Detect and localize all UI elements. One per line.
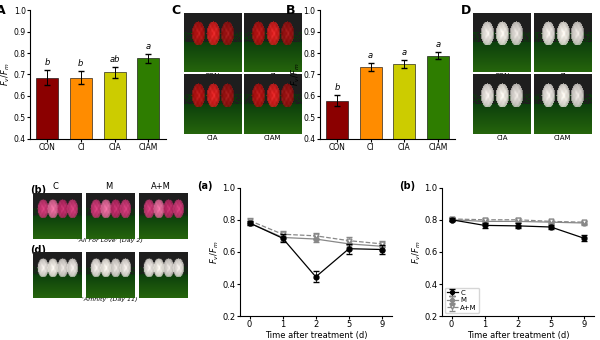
Text: (d): (d) (30, 245, 46, 255)
X-axis label: Time after treatment (d): Time after treatment (d) (467, 331, 569, 340)
Text: b: b (334, 84, 340, 92)
Bar (104, 72, 125, 224)
Y-axis label: $F_v/F_m$: $F_v/F_m$ (0, 63, 13, 86)
Text: A: A (0, 4, 6, 17)
Text: (a): (a) (197, 181, 212, 191)
Text: CI: CI (559, 73, 566, 79)
Text: 'Affinity' (Day 11): 'Affinity' (Day 11) (82, 297, 138, 302)
Y-axis label: $F_v/F_m$: $F_v/F_m$ (410, 240, 423, 264)
Text: (b): (b) (30, 185, 46, 195)
Legend: C, M, A+M: C, M, A+M (445, 288, 479, 313)
Text: b: b (78, 59, 83, 68)
Text: CON: CON (494, 73, 510, 79)
Text: a: a (436, 40, 441, 49)
Text: a: a (402, 48, 407, 57)
Text: b: b (44, 58, 50, 67)
Text: CIA: CIA (207, 135, 218, 141)
Text: 'All For Love' (Day 2): 'All For Love' (Day 2) (77, 238, 143, 243)
Text: CI: CI (269, 73, 276, 79)
Text: (b): (b) (399, 181, 415, 191)
Bar (326, 101, 348, 224)
Bar (394, 64, 415, 224)
Text: A+M: A+M (151, 182, 171, 191)
Bar (70, 78, 92, 224)
Y-axis label: $F_v/F_m$: $F_v/F_m$ (208, 240, 221, 264)
Text: C: C (53, 182, 59, 191)
X-axis label: Time after treatment (d): Time after treatment (d) (265, 331, 367, 340)
Text: CIAM: CIAM (264, 135, 281, 141)
Bar (359, 67, 382, 224)
Bar (137, 58, 160, 224)
Text: D: D (461, 4, 471, 17)
Bar (36, 78, 58, 224)
Text: a: a (368, 51, 373, 60)
Text: B: B (286, 4, 295, 17)
Text: M: M (105, 182, 112, 191)
Text: CIAM: CIAM (554, 135, 571, 141)
Text: a: a (146, 42, 151, 51)
Text: C: C (171, 4, 181, 17)
Y-axis label: $F_v/F_m$: $F_v/F_m$ (290, 63, 302, 86)
Text: CON: CON (205, 73, 220, 79)
Bar (427, 56, 449, 224)
Text: ab: ab (109, 55, 120, 64)
Text: CIA: CIA (496, 135, 508, 141)
